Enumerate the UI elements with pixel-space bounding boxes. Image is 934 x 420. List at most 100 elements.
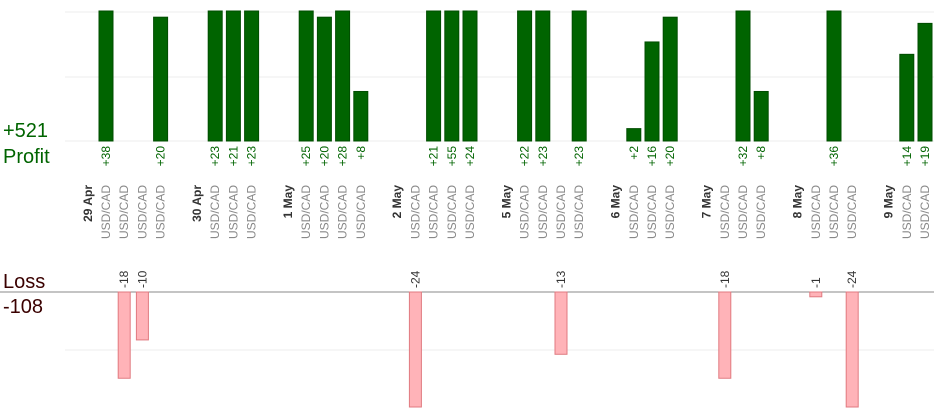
loss-title: Loss (3, 271, 45, 293)
date-label: 9 May (882, 185, 896, 219)
profit-value-label: +20 (317, 146, 331, 167)
chart-labels: +38 +20 +23 +21 +23 +25 +20 +28 +8 +21 +55 +24 +22 +2… (81, 146, 932, 288)
profit-bar (426, 10, 442, 142)
profit-value-label: +21 (226, 146, 240, 167)
profit-value-label: +22 (518, 146, 532, 167)
profit-bar (153, 16, 169, 142)
profit-bar (644, 41, 660, 142)
profit-value-label: +24 (463, 146, 477, 167)
pair-label: USD/CAD (718, 185, 732, 239)
pair-label: USD/CAD (827, 185, 841, 239)
date-label: 8 May (791, 185, 805, 219)
pair-label: USD/CAD (572, 185, 586, 239)
profit-bar (462, 10, 478, 142)
profit-bar (917, 22, 933, 142)
pair-label: USD/CAD (627, 185, 641, 239)
pair-label: USD/CAD (445, 185, 459, 239)
date-label: 2 May (390, 185, 404, 219)
pair-label: USD/CAD (463, 185, 477, 239)
pair-label: USD/CAD (117, 185, 131, 239)
profit-bars (98, 10, 933, 142)
pair-label: USD/CAD (809, 185, 823, 239)
loss-value-label: -18 (718, 270, 732, 288)
profit-value-label: +20 (663, 146, 677, 167)
pair-label: USD/CAD (754, 185, 768, 239)
loss-bar (117, 291, 131, 379)
profit-bar (298, 10, 314, 142)
pair-label: USD/CAD (135, 185, 149, 239)
pair-label: USD/CAD (354, 185, 368, 239)
pair-label: USD/CAD (208, 185, 222, 239)
pair-label: USD/CAD (427, 185, 441, 239)
profit-value-label: +32 (736, 146, 750, 167)
pair-label: USD/CAD (554, 185, 568, 239)
profit-bar (316, 16, 332, 142)
pair-label: USD/CAD (99, 185, 113, 239)
profit-value-label: +36 (827, 146, 841, 167)
pair-label: USD/CAD (408, 185, 422, 239)
pair-label: USD/CAD (645, 185, 659, 239)
loss-value-label: -10 (135, 270, 149, 288)
loss-bar (718, 291, 732, 379)
profit-value-label: +2 (627, 146, 641, 160)
pair-label: USD/CAD (245, 185, 259, 239)
profit-value-label: +23 (536, 146, 550, 167)
loss-bar (809, 291, 823, 298)
pair-label: USD/CAD (536, 185, 550, 239)
loss-value-label: -18 (117, 270, 131, 288)
profit-value-label: +28 (336, 146, 350, 167)
profit-bar (225, 10, 241, 142)
pair-label: USD/CAD (518, 185, 532, 239)
date-label: 7 May (700, 185, 714, 219)
pair-label: USD/CAD (336, 185, 350, 239)
profit-bar (535, 10, 551, 142)
date-label: 5 May (499, 185, 513, 219)
loss-value-label: -24 (845, 270, 859, 288)
profit-bar (207, 10, 223, 142)
date-label: 6 May (609, 185, 623, 219)
profit-value-label: +16 (645, 146, 659, 167)
date-label: 1 May (281, 185, 295, 219)
profit-value-label: +38 (99, 146, 113, 167)
pair-label: USD/CAD (226, 185, 240, 239)
loss-value-label: -24 (408, 270, 422, 288)
loss-bar (554, 291, 568, 355)
profit-bar (353, 90, 369, 142)
loss-bar (845, 291, 859, 408)
date-label: 29 Apr (81, 185, 95, 222)
pair-label: USD/CAD (918, 185, 932, 239)
profit-bar (899, 53, 915, 142)
pair-label: USD/CAD (317, 185, 331, 239)
pair-label: USD/CAD (663, 185, 677, 239)
profit-bar (244, 10, 260, 142)
profit-bar (98, 10, 114, 142)
profit-value-label: +19 (918, 146, 932, 167)
profit-value-label: +8 (754, 146, 768, 160)
loss-bar (408, 291, 422, 408)
profit-value-label: +23 (208, 146, 222, 167)
profit-bar (753, 90, 769, 142)
loss-value-label: -1 (809, 277, 823, 288)
pair-label: USD/CAD (845, 185, 859, 239)
profit-title: Profit (3, 146, 50, 168)
loss-bars (117, 291, 859, 408)
profit-value-label: +23 (245, 146, 259, 167)
profit-value-label: +20 (154, 146, 168, 167)
profit-bar (517, 10, 533, 142)
loss-total: -108 (3, 296, 43, 318)
pair-label: USD/CAD (900, 185, 914, 239)
profit-value-label: +8 (354, 146, 368, 160)
profit-value-label: +55 (445, 146, 459, 167)
profit-bar (571, 10, 587, 142)
pair-label: USD/CAD (299, 185, 313, 239)
loss-value-label: -13 (554, 270, 568, 288)
profit-bar (826, 10, 842, 142)
date-label: 30 Apr (190, 185, 204, 222)
profit-bar (335, 10, 351, 142)
profit-bar (735, 10, 751, 142)
profit-value-label: +21 (427, 146, 441, 167)
profit-bar (662, 16, 678, 142)
profit-bar (626, 128, 642, 142)
profit-value-label: +25 (299, 146, 313, 167)
